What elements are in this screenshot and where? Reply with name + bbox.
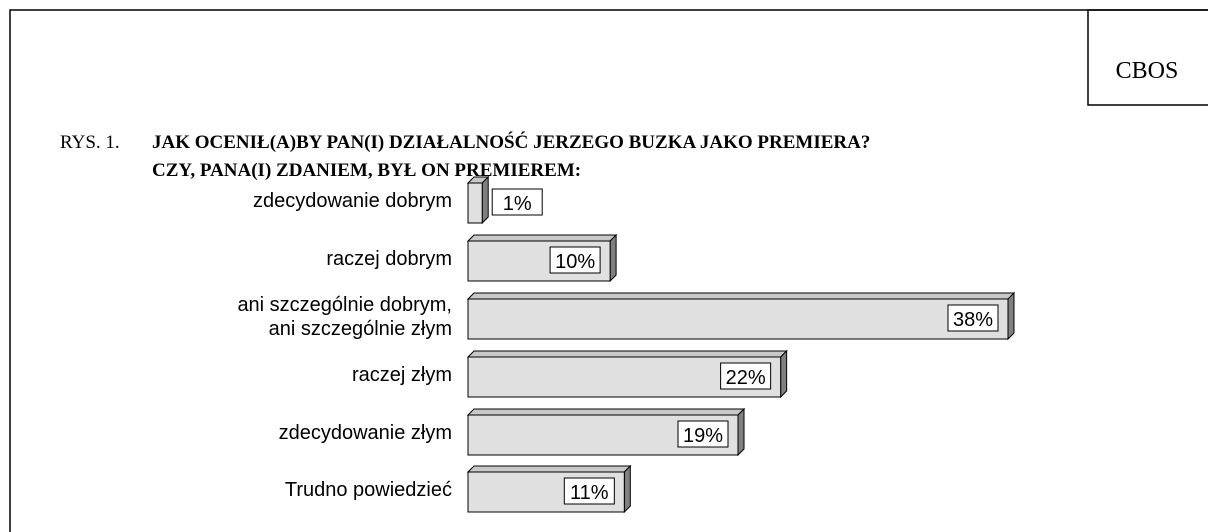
value-label: 38% xyxy=(953,309,993,331)
figure-label: RYS. 1. xyxy=(60,132,120,153)
bar-top xyxy=(466,465,632,473)
bar-side xyxy=(737,407,745,457)
value-label-box xyxy=(549,246,601,274)
category-label: raczej złym xyxy=(352,364,452,386)
value-label: 11% xyxy=(570,482,609,504)
chart-title: CZY, PANA(I) ZDANIEM, BYŁ ON PREMIEREM: xyxy=(152,160,581,181)
bar-top xyxy=(466,234,618,242)
bar-top xyxy=(466,350,788,358)
source-box xyxy=(1087,9,1208,106)
value-label: 1% xyxy=(503,193,532,215)
bar-top xyxy=(466,408,746,416)
value-label-box xyxy=(677,420,729,448)
bar-top xyxy=(466,292,1016,300)
category-label: Trudno powiedzieć xyxy=(285,479,452,501)
value-label-box xyxy=(563,477,615,505)
bar xyxy=(467,298,1009,340)
category-label: zdecydowanie dobrym xyxy=(253,190,452,212)
value-label: 22% xyxy=(726,367,766,389)
bar-side xyxy=(481,175,489,225)
value-label: 19% xyxy=(683,425,723,447)
value-label-box xyxy=(491,188,543,216)
value-label-box xyxy=(720,362,772,390)
category-label: zdecydowanie złym xyxy=(279,422,452,444)
value-label-box xyxy=(947,304,999,332)
bar-side xyxy=(780,349,788,399)
frame xyxy=(9,9,1208,532)
bar xyxy=(467,182,483,224)
bar-side xyxy=(1007,291,1015,341)
category-label: raczej dobrym xyxy=(326,248,452,270)
category-label: ani szczególnie dobrym, ani szczególnie z… xyxy=(237,294,452,340)
source: CBOS xyxy=(1116,58,1179,84)
bar-side xyxy=(609,233,617,283)
value-label: 10% xyxy=(555,251,595,273)
chart-title: JAK OCENIŁ(A)BY PAN(I) DZIAŁALNOŚĆ JERZE… xyxy=(152,131,870,153)
bar-side xyxy=(623,464,631,514)
